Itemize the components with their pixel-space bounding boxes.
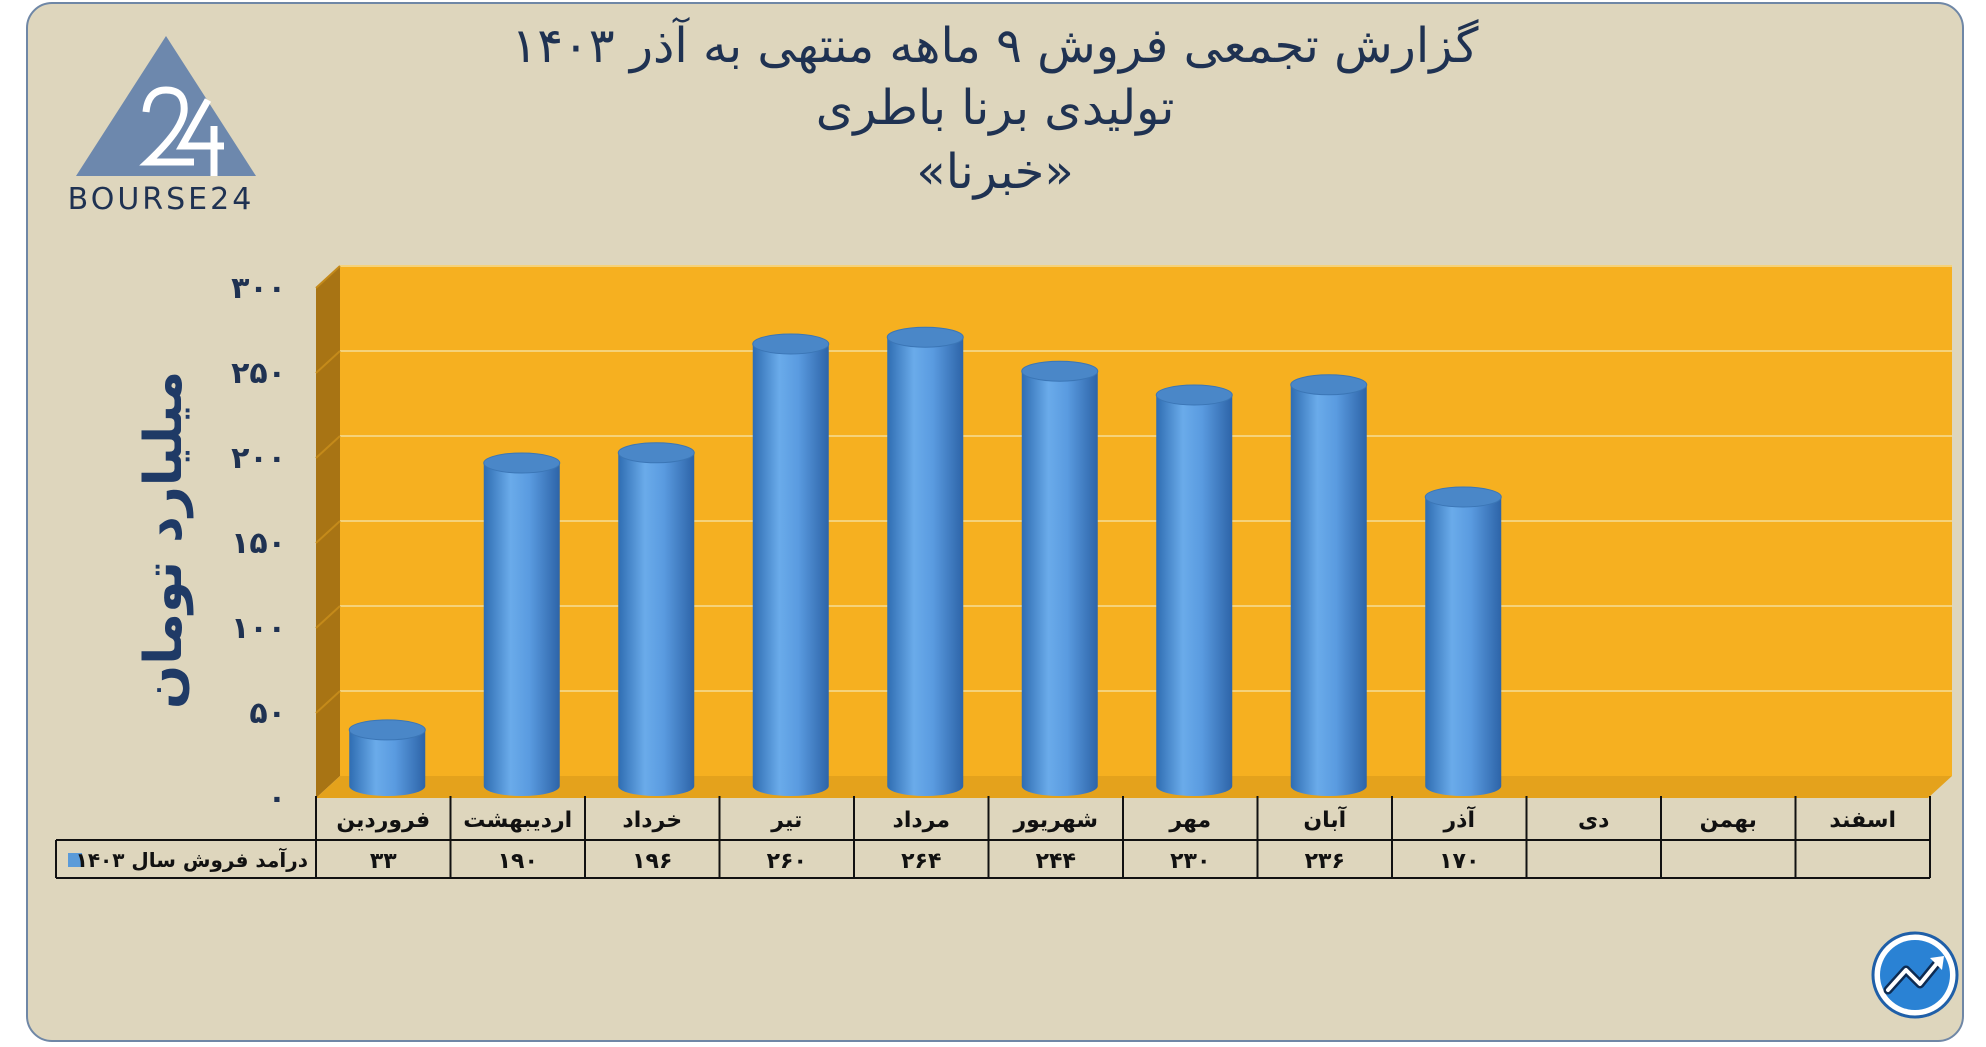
y-tick-label: ۳۰۰: [231, 271, 286, 306]
chart-subtitle-symbol: «خبرنا»: [916, 144, 1074, 200]
x-tick-label: اردیبهشت: [463, 808, 572, 833]
bar-top: [1021, 360, 1099, 382]
trend-arrow-icon: [1871, 931, 1959, 1019]
bar-body: [1021, 371, 1098, 796]
data-label: ۱۹۰: [498, 849, 538, 874]
bourse24-logo: [76, 36, 256, 176]
x-tick-label: آذر: [1443, 805, 1476, 833]
y-tick-label: ۱۰۰: [231, 611, 286, 646]
bar: [617, 442, 695, 796]
y-tick-label: ۰: [268, 781, 286, 816]
x-tick-label: بهمن: [1700, 808, 1757, 833]
gridline-side: [315, 350, 341, 374]
bar: [886, 326, 964, 796]
legend-label: درآمد فروش سال ۱۴۰۳: [76, 847, 308, 872]
bar-body: [752, 344, 829, 796]
plot-floor: [316, 776, 1952, 798]
data-label: ۲۴۴: [1036, 849, 1076, 874]
bar-body: [618, 452, 695, 796]
chart-title: گزارش تجمعی فروش ۹ ماهه منتهی به آذر ۱۴۰…: [511, 18, 1479, 74]
bar: [1290, 374, 1368, 796]
gridline-side: [315, 520, 341, 544]
data-label: ۳۳: [370, 849, 397, 874]
bar-top: [483, 452, 561, 474]
bar: [1021, 360, 1099, 796]
y-tick-label: ۲۵۰: [231, 356, 286, 391]
gridline-side: [315, 605, 341, 629]
chart-subtitle-company: تولیدی برنا باطری: [815, 80, 1175, 136]
x-tick-label: فروردین: [336, 808, 430, 833]
data-label: ۲۳۰: [1170, 849, 1210, 874]
bar: [483, 452, 561, 796]
logo-text: BOURSE24: [67, 182, 255, 217]
bar-body: [349, 729, 426, 796]
legend-swatch: [68, 853, 82, 867]
bar: [1424, 486, 1502, 796]
x-tick-label: مهر: [1168, 808, 1211, 833]
y-tick-label: ۲۰۰: [231, 441, 286, 476]
bar-body: [1290, 384, 1367, 796]
data-label: ۲۶۰: [767, 849, 807, 874]
bar-body: [887, 337, 964, 796]
data-label: ۱۹۶: [632, 849, 672, 874]
bar: [1155, 384, 1233, 796]
x-tick-label: مرداد: [893, 808, 950, 833]
bar-body: [1425, 497, 1502, 796]
x-tick-label: شهریور: [1012, 808, 1098, 833]
bar: [348, 719, 426, 796]
data-label: ۱۷۰: [1439, 849, 1479, 874]
gridline-side: [315, 265, 341, 289]
y-tick-label: ۵۰: [249, 696, 286, 731]
bar-top: [1424, 486, 1502, 508]
bar-top: [752, 333, 830, 355]
bar-top: [1155, 384, 1233, 406]
bar-top: [617, 442, 695, 464]
gridline-side: [315, 435, 341, 459]
bar-top: [886, 326, 964, 348]
bar-body: [1156, 395, 1233, 796]
x-tick-label: اسفند: [1829, 808, 1896, 833]
x-tick-label: تیر: [770, 808, 802, 833]
y-tick-label: ۱۵۰: [231, 526, 286, 561]
bar-top: [348, 719, 426, 741]
bar-top: [1290, 374, 1368, 396]
data-label: ۲۳۶: [1305, 849, 1345, 874]
x-tick-label: دی: [1578, 808, 1609, 833]
data-label: ۲۶۴: [901, 849, 941, 874]
bar-body: [483, 463, 560, 796]
x-tick-label: خرداد: [622, 808, 682, 833]
gridline-side: [315, 690, 341, 714]
bar: [752, 333, 830, 796]
x-tick-label: آبان: [1303, 805, 1346, 833]
